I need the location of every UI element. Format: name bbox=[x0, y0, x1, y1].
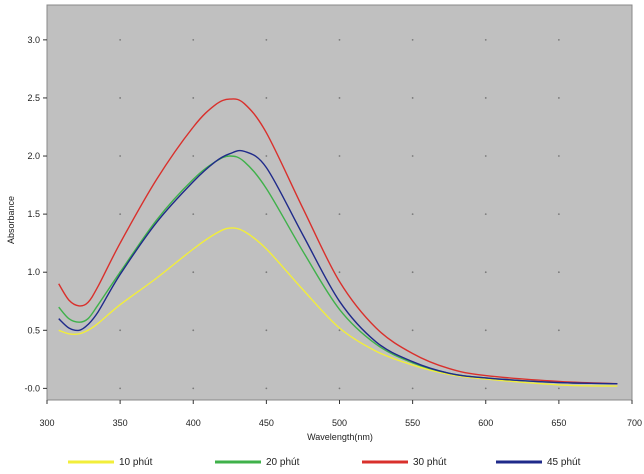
grid-dot bbox=[338, 271, 341, 274]
grid-dot bbox=[265, 97, 268, 99]
y-tick-label: 2.0 bbox=[27, 151, 40, 161]
grid-dot bbox=[411, 97, 414, 99]
legend-label: 20 phút bbox=[266, 457, 300, 468]
grid-dot bbox=[411, 155, 414, 157]
grid-dot bbox=[557, 155, 560, 157]
y-axis-label: Absorbance bbox=[6, 196, 16, 244]
y-tick-label: 0.5 bbox=[27, 325, 40, 335]
grid-dot bbox=[338, 155, 341, 157]
grid-dot bbox=[484, 329, 487, 332]
grid-dot bbox=[119, 387, 122, 390]
y-tick-label: 1.5 bbox=[27, 209, 40, 219]
y-tick-label: 2.5 bbox=[27, 93, 40, 103]
grid-dot bbox=[411, 329, 414, 332]
series-line-1 bbox=[58, 227, 618, 387]
plot-area bbox=[46, 4, 633, 401]
grid-dot bbox=[192, 155, 195, 157]
legend: 10 phút 20 phút 30 phút 45 phút bbox=[68, 457, 581, 468]
grid-dot bbox=[265, 38, 268, 41]
series-line-4 bbox=[58, 149, 618, 385]
grid-dot bbox=[192, 97, 195, 99]
grid-dot bbox=[265, 329, 268, 332]
legend-label: 45 phút bbox=[547, 457, 581, 468]
grid-dot bbox=[557, 387, 560, 390]
x-axis-ticks: 300 350 400 450 500 550 600 650 700 bbox=[39, 400, 642, 428]
grid-dot bbox=[119, 329, 122, 332]
y-tick-label: 1.0 bbox=[27, 267, 40, 277]
grid-dot bbox=[119, 38, 122, 41]
grid-dot bbox=[411, 213, 414, 216]
grid-dot bbox=[484, 97, 487, 99]
series-lines bbox=[58, 98, 618, 387]
grid-dot bbox=[192, 329, 195, 332]
grid-dot bbox=[484, 38, 487, 41]
grid-dot bbox=[119, 155, 122, 157]
x-tick-label: 700 bbox=[627, 418, 642, 428]
grid-dot bbox=[265, 213, 268, 216]
grid-points bbox=[119, 38, 560, 390]
x-tick-label: 350 bbox=[113, 418, 128, 428]
x-axis-label: Wavelength(nm) bbox=[307, 432, 373, 442]
x-tick-label: 550 bbox=[405, 418, 420, 428]
grid-dot bbox=[338, 97, 341, 99]
grid-dot bbox=[192, 387, 195, 390]
x-tick-label: 600 bbox=[478, 418, 493, 428]
legend-label: 30 phút bbox=[413, 457, 447, 468]
grid-dot bbox=[557, 38, 560, 41]
grid-dot bbox=[557, 213, 560, 216]
x-tick-label: 450 bbox=[259, 418, 274, 428]
grid-dot bbox=[192, 38, 195, 41]
x-tick-label: 300 bbox=[39, 418, 54, 428]
x-tick-label: 500 bbox=[332, 418, 347, 428]
grid-dot bbox=[557, 271, 560, 274]
grid-dot bbox=[411, 387, 414, 390]
grid-dot bbox=[265, 155, 268, 157]
x-tick-label: 400 bbox=[186, 418, 201, 428]
grid-dot bbox=[265, 271, 268, 274]
x-tick-label: 650 bbox=[551, 418, 566, 428]
y-axis-ticks: -0.0 0.5 1.0 1.5 2.0 2.5 3.0 bbox=[24, 35, 47, 393]
grid-dot bbox=[411, 271, 414, 274]
grid-dot bbox=[484, 271, 487, 274]
grid-dot bbox=[338, 38, 341, 41]
legend-label: 10 phút bbox=[119, 457, 153, 468]
grid-dot bbox=[484, 155, 487, 157]
grid-dot bbox=[119, 97, 122, 99]
grid-dot bbox=[192, 271, 195, 274]
y-tick-label: -0.0 bbox=[24, 383, 40, 393]
grid-dot bbox=[411, 38, 414, 41]
grid-dot bbox=[338, 213, 341, 216]
series-line-3 bbox=[58, 98, 618, 385]
grid-dot bbox=[484, 387, 487, 390]
grid-dot bbox=[338, 387, 341, 390]
grid-dot bbox=[557, 329, 560, 332]
grid-dot bbox=[557, 97, 560, 99]
grid-dot bbox=[484, 213, 487, 216]
grid-dot bbox=[119, 213, 122, 216]
grid-dot bbox=[192, 213, 195, 216]
grid-dot bbox=[265, 387, 268, 390]
y-tick-label: 3.0 bbox=[27, 35, 40, 45]
grid-dot bbox=[338, 329, 341, 332]
